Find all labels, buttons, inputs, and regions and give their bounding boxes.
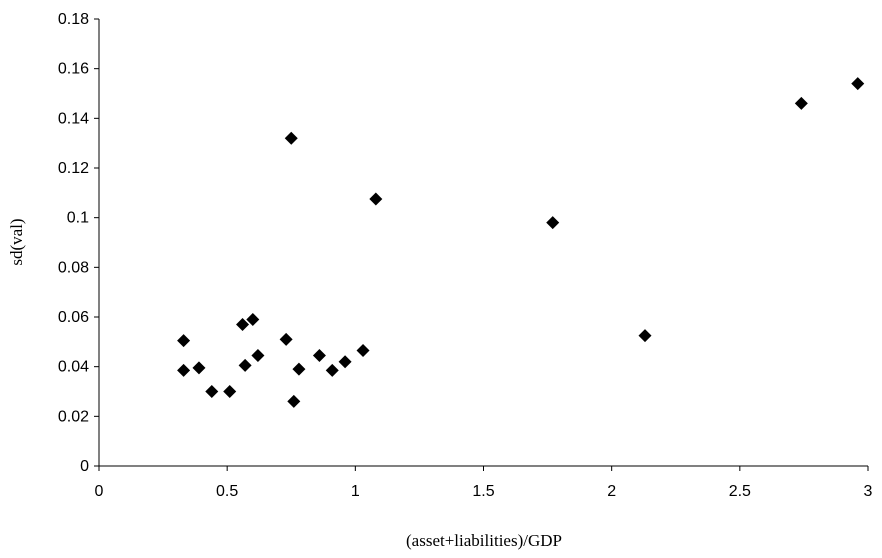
data-point (546, 216, 560, 230)
y-tick-label: 0 (80, 458, 89, 475)
data-point (251, 348, 265, 362)
x-tick-label: 3 (864, 483, 873, 500)
data-point (369, 192, 383, 206)
data-point (238, 358, 252, 372)
y-axis-title: sd(val) (7, 218, 26, 265)
x-tick-label: 1.5 (472, 483, 494, 500)
data-point (794, 96, 808, 110)
y-tick-label: 0.08 (58, 259, 89, 276)
data-point (223, 385, 237, 398)
data-point (279, 332, 293, 346)
y-tick-label: 0.04 (58, 359, 89, 376)
data-point (325, 363, 339, 377)
data-point (287, 394, 301, 408)
plot-area: 0 0.02 0.04 0.06 0.08 0.1 0.12 0.14 0.16 0.18 0 0.5… (58, 11, 873, 500)
y-tick-label: 0.12 (58, 160, 89, 177)
data-point (284, 131, 298, 145)
data-point (205, 385, 219, 398)
data-point (177, 334, 191, 348)
data-point (177, 363, 191, 377)
x-tick-label: 0.5 (216, 483, 238, 500)
y-tick-label: 0.1 (67, 210, 89, 227)
data-point (356, 344, 370, 358)
y-tick-label: 0.18 (58, 11, 89, 28)
data-point (246, 312, 260, 326)
x-tick-label: 2.5 (729, 483, 751, 500)
data-point (338, 355, 352, 369)
y-tick-label: 0.06 (58, 309, 89, 326)
x-axis-title: (asset+liabilities)/GDP (406, 531, 562, 550)
x-tick-label: 0 (95, 483, 104, 500)
data-point (638, 329, 652, 343)
data-point (292, 362, 306, 376)
data-point (312, 348, 326, 362)
y-tick-label: 0.16 (58, 61, 89, 78)
y-tick-label: 0.02 (58, 408, 89, 425)
data-point (851, 77, 865, 91)
x-tick-label: 1 (351, 483, 360, 500)
y-tick-label: 0.14 (58, 110, 89, 127)
x-tick-label: 2 (607, 483, 616, 500)
data-point (236, 317, 250, 331)
data-point (192, 361, 206, 375)
